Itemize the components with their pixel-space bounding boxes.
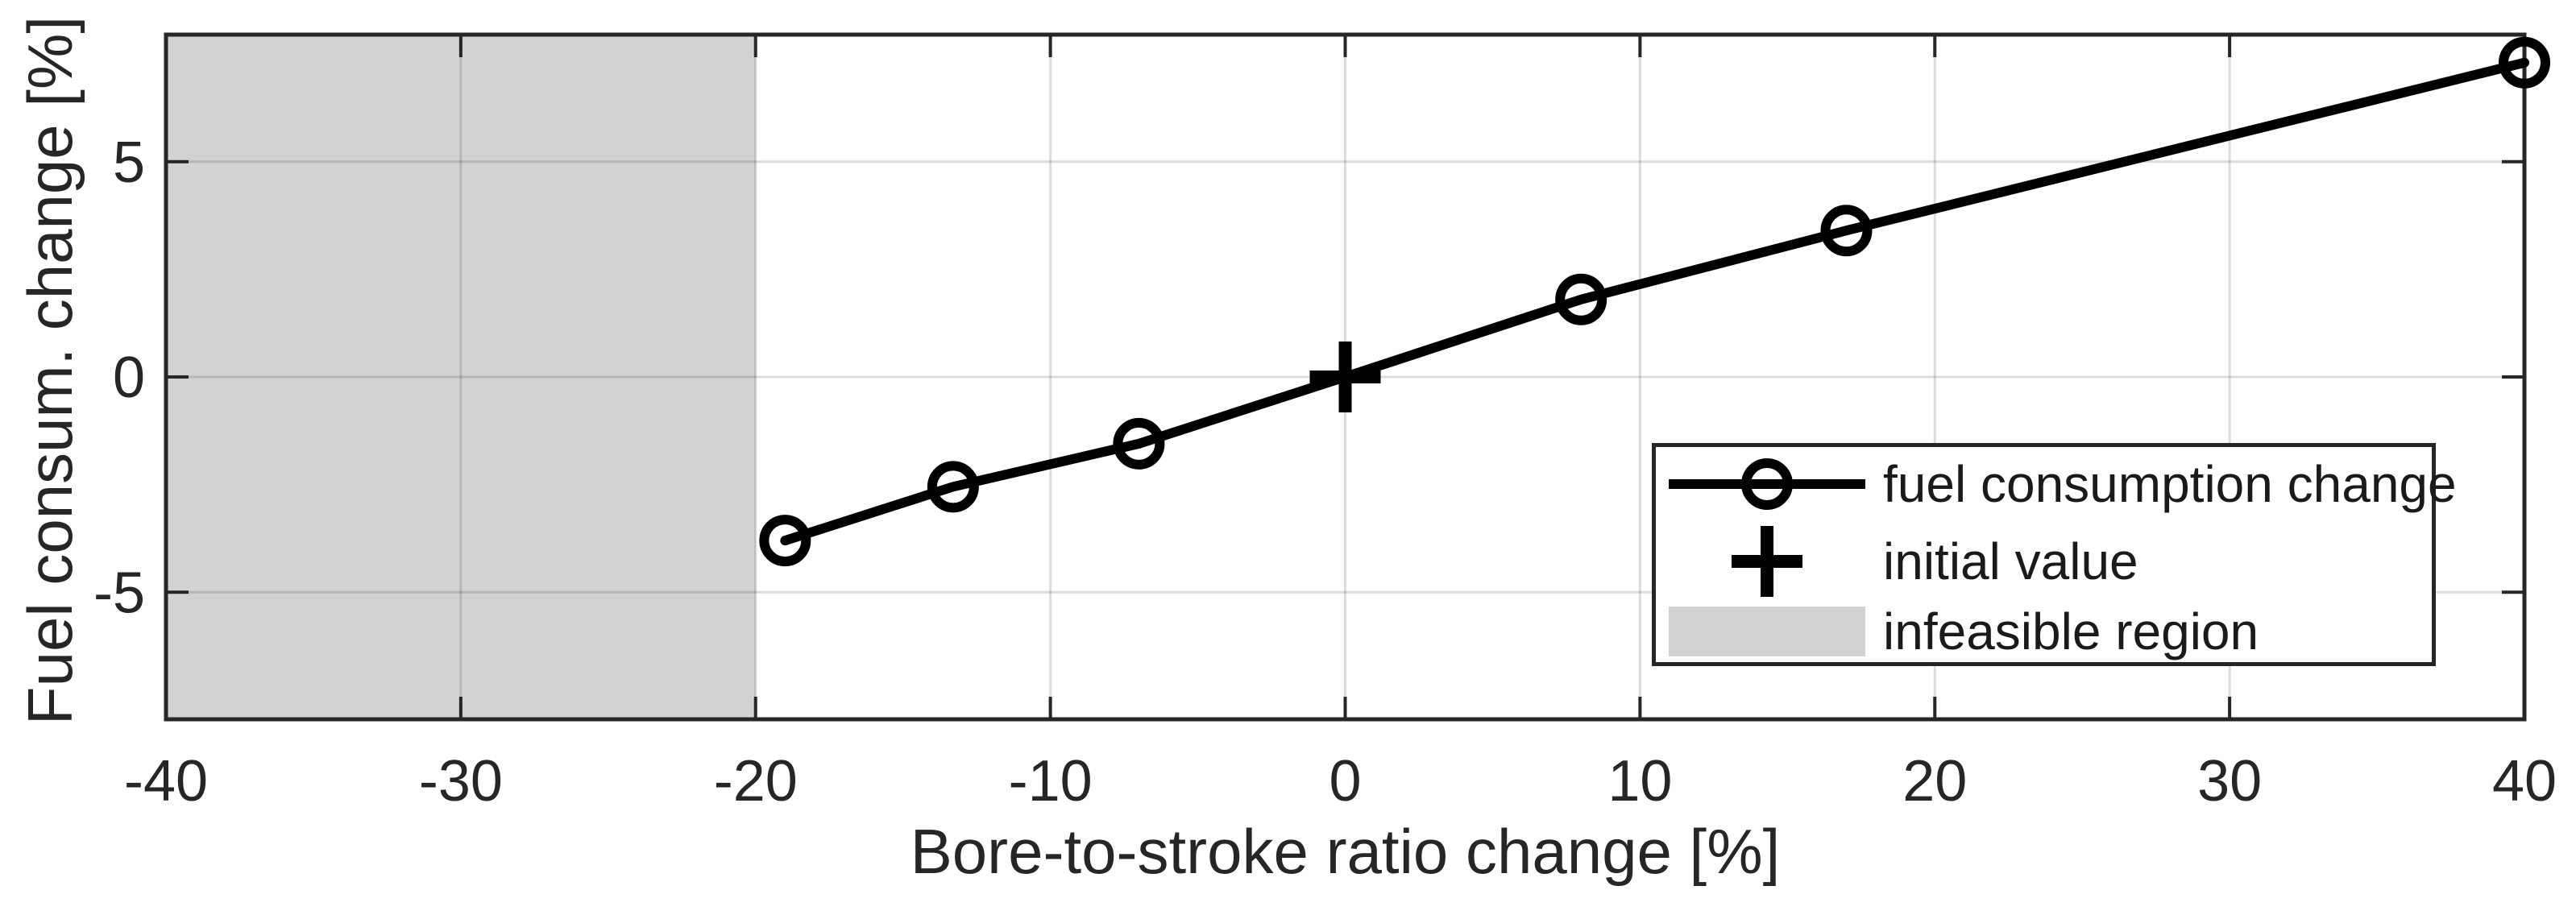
circle-markers	[759, 36, 2550, 567]
x-tick-label: -30	[419, 749, 503, 814]
x-tick-label: -10	[1009, 749, 1093, 814]
data-point-marker	[759, 515, 811, 567]
x-axis-label: Bore-to-stroke ratio change [%]	[910, 816, 1781, 887]
y-tick-label: 5	[113, 130, 145, 195]
data-point-marker	[2499, 36, 2550, 89]
legend-label-initial-value: initial value	[1883, 532, 2138, 590]
data-point-marker	[1555, 273, 1607, 325]
tick-labels: -40 -30 -20 -10 0 10 20 30 40 -5 0 5	[93, 130, 2557, 814]
gray-patch-icon	[1669, 607, 1865, 657]
x-tick-label: -20	[714, 749, 798, 814]
legend-label-fuel-consumption-change: fuel consumption change	[1883, 454, 2457, 513]
data-point-marker	[1820, 205, 1873, 257]
legend-item-fuel-consumption-change: fuel consumption change	[1669, 452, 2457, 516]
legend: fuel consumption change initial value in…	[1652, 443, 2457, 666]
x-tick-label: 0	[1329, 749, 1361, 814]
x-tick-label: 30	[2197, 749, 2262, 814]
infeasible-region-shading	[166, 35, 756, 719]
x-tick-label: 20	[1902, 749, 1967, 814]
legend-item-infeasible-region: infeasible region	[1669, 606, 2432, 657]
data-point-marker	[927, 461, 979, 513]
x-tick-label: -40	[124, 749, 208, 814]
tick-marks	[164, 35, 2526, 719]
x-tick-label: 10	[1607, 749, 1672, 814]
legend-item-initial-value: initial value	[1669, 521, 2432, 602]
plus-marker-icon	[1669, 521, 1865, 602]
y-axis-label: Fuel consum. change [%]	[15, 15, 85, 726]
line-with-circle-marker-icon	[1669, 452, 1865, 516]
y-tick-label: 0	[113, 346, 145, 410]
y-tick-label: -5	[93, 561, 145, 625]
initial-value-marker	[1309, 342, 1381, 412]
data-point-marker	[1113, 417, 1165, 470]
legend-label-infeasible-region: infeasible region	[1883, 602, 2259, 661]
x-tick-label: 40	[2492, 749, 2557, 814]
